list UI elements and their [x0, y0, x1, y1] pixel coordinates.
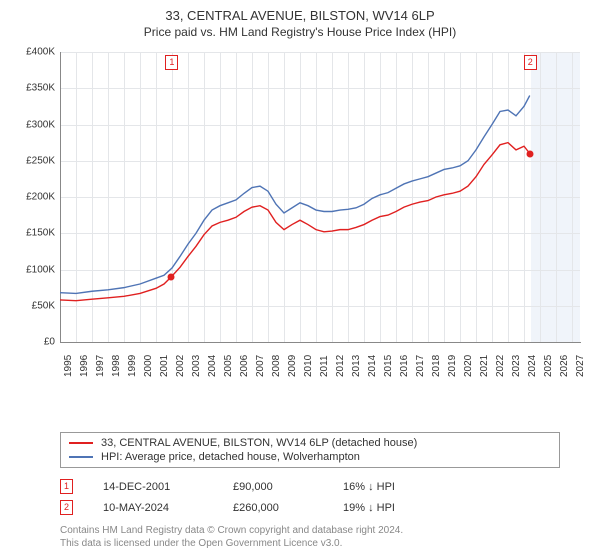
legend: 33, CENTRAL AVENUE, BILSTON, WV14 6LP (d… — [60, 432, 560, 468]
legend-label: 33, CENTRAL AVENUE, BILSTON, WV14 6LP (d… — [101, 437, 417, 449]
series-hpi — [60, 96, 530, 294]
footnote-line: This data is licensed under the Open Gov… — [60, 537, 560, 550]
sale-marker: 2 — [524, 55, 537, 70]
sale-row-marker: 2 — [60, 500, 73, 515]
chart-area: £0£50K£100K£150K£200K£250K£300K£350K£400… — [15, 47, 585, 387]
legend-item: HPI: Average price, detached house, Wolv… — [69, 451, 551, 463]
chart-svg — [15, 47, 585, 387]
footnote-line: Contains HM Land Registry data © Crown c… — [60, 524, 560, 537]
sale-date: 14-DEC-2001 — [103, 481, 203, 493]
legend-swatch — [69, 442, 93, 444]
sales-table: 1 14-DEC-2001 £90,000 16% ↓ HPI 2 10-MAY-2024… — [60, 476, 560, 518]
chart-container: 33, CENTRAL AVENUE, BILSTON, WV14 6LP Pr… — [0, 0, 600, 560]
sale-point-dot — [168, 273, 175, 280]
sale-row-marker: 1 — [60, 479, 73, 494]
sale-hpi-diff: 16% ↓ HPI — [343, 481, 443, 493]
sale-hpi-diff: 19% ↓ HPI — [343, 502, 443, 514]
sale-price: £260,000 — [233, 502, 313, 514]
sale-marker: 1 — [165, 55, 178, 70]
chart-title: 33, CENTRAL AVENUE, BILSTON, WV14 6LP — [0, 0, 600, 23]
legend-swatch — [69, 456, 93, 458]
sale-row: 2 10-MAY-2024 £260,000 19% ↓ HPI — [60, 497, 560, 518]
sale-point-dot — [526, 150, 533, 157]
legend-label: HPI: Average price, detached house, Wolv… — [101, 451, 360, 463]
footnote: Contains HM Land Registry data © Crown c… — [60, 524, 560, 550]
legend-item: 33, CENTRAL AVENUE, BILSTON, WV14 6LP (d… — [69, 437, 551, 449]
sale-row: 1 14-DEC-2001 £90,000 16% ↓ HPI — [60, 476, 560, 497]
sale-price: £90,000 — [233, 481, 313, 493]
chart-subtitle: Price paid vs. HM Land Registry's House … — [0, 23, 600, 39]
sale-date: 10-MAY-2024 — [103, 502, 203, 514]
